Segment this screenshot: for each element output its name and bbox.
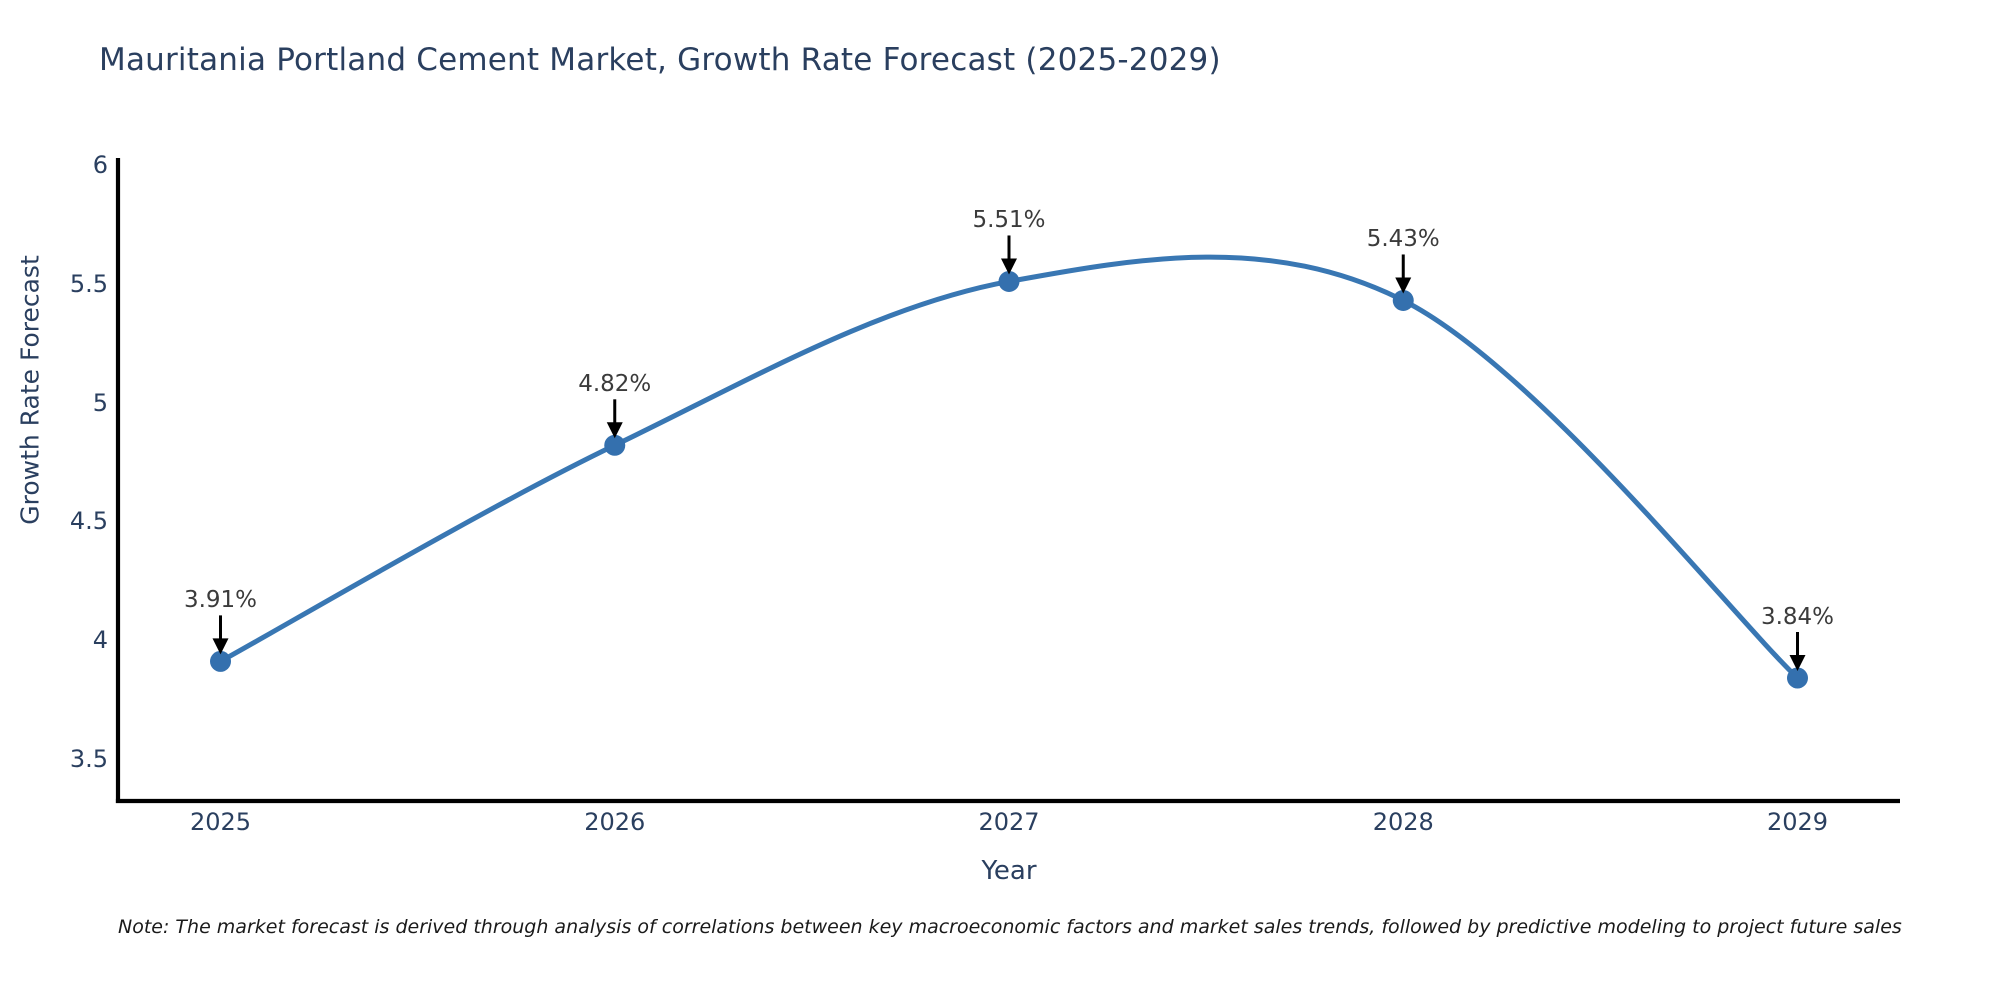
data-point-marker	[1786, 667, 1808, 689]
annotation-arrowhead	[1789, 655, 1806, 672]
x-tick-label: 2028	[1372, 808, 1434, 836]
annotation-arrowhead	[1001, 258, 1017, 275]
y-tick-label: 3.5	[69, 744, 108, 773]
data-point-marker	[210, 650, 232, 672]
y-tick-label: 6	[92, 151, 108, 180]
x-axis-title: Year	[981, 856, 1037, 886]
x-tick-label: 2027	[978, 808, 1040, 836]
point-annotation: 3.84%	[1760, 604, 1835, 630]
data-point-marker	[604, 434, 626, 456]
footnote: Note: The market forecast is derived thr…	[118, 916, 1902, 938]
data-point-marker	[998, 270, 1020, 292]
y-tick-label: 4.5	[69, 507, 108, 536]
point-annotation: 5.51%	[972, 207, 1046, 234]
x-tick-label: 2029	[1766, 808, 1829, 836]
x-tick-label: 2025	[189, 808, 252, 836]
forecast-line	[218, 254, 1800, 681]
y-tick-label: 4	[92, 626, 108, 654]
y-tick-label: 5	[92, 388, 108, 417]
point-annotation: 5.43%	[1366, 226, 1440, 253]
point-annotation: 4.82%	[578, 371, 652, 398]
chart-title: Mauritania Portland Cement Market, Growt…	[99, 42, 1221, 78]
annotation-arrowhead	[606, 422, 623, 439]
data-point-marker	[1392, 289, 1414, 311]
point-annotation: 3.91%	[183, 587, 258, 614]
y-axis-title: Growth Rate Forecast	[15, 255, 45, 525]
annotation-arrowhead	[1395, 277, 1412, 294]
y-tick-label: 5.5	[69, 269, 108, 298]
annotation-arrowhead	[212, 638, 229, 655]
x-tick-label: 2026	[584, 808, 646, 836]
